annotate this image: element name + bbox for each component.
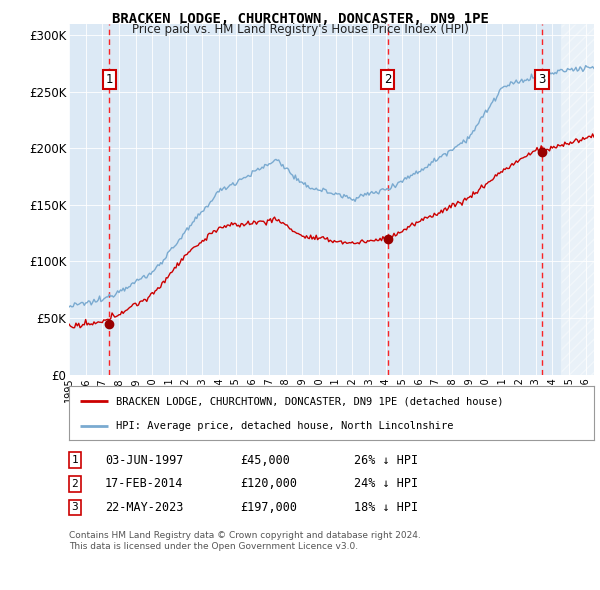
Text: 2: 2	[71, 479, 79, 489]
Text: BRACKEN LODGE, CHURCHTOWN, DONCASTER, DN9 1PE: BRACKEN LODGE, CHURCHTOWN, DONCASTER, DN…	[112, 12, 488, 26]
Text: 1: 1	[71, 455, 79, 465]
Text: 03-JUN-1997: 03-JUN-1997	[105, 454, 184, 467]
Text: £45,000: £45,000	[240, 454, 290, 467]
Text: BRACKEN LODGE, CHURCHTOWN, DONCASTER, DN9 1PE (detached house): BRACKEN LODGE, CHURCHTOWN, DONCASTER, DN…	[116, 396, 504, 407]
Text: 22-MAY-2023: 22-MAY-2023	[105, 501, 184, 514]
Text: 24% ↓ HPI: 24% ↓ HPI	[354, 477, 418, 490]
Text: HPI: Average price, detached house, North Lincolnshire: HPI: Average price, detached house, Nort…	[116, 421, 454, 431]
Text: This data is licensed under the Open Government Licence v3.0.: This data is licensed under the Open Gov…	[69, 542, 358, 550]
Text: 3: 3	[71, 503, 79, 512]
Text: 17-FEB-2014: 17-FEB-2014	[105, 477, 184, 490]
Text: 1: 1	[106, 73, 113, 86]
Text: 26% ↓ HPI: 26% ↓ HPI	[354, 454, 418, 467]
Bar	[560, 24, 594, 375]
Text: 2: 2	[384, 73, 391, 86]
Text: Price paid vs. HM Land Registry's House Price Index (HPI): Price paid vs. HM Land Registry's House …	[131, 23, 469, 36]
Text: 3: 3	[538, 73, 545, 86]
Text: 18% ↓ HPI: 18% ↓ HPI	[354, 501, 418, 514]
Text: £120,000: £120,000	[240, 477, 297, 490]
Text: £197,000: £197,000	[240, 501, 297, 514]
Text: Contains HM Land Registry data © Crown copyright and database right 2024.: Contains HM Land Registry data © Crown c…	[69, 531, 421, 540]
